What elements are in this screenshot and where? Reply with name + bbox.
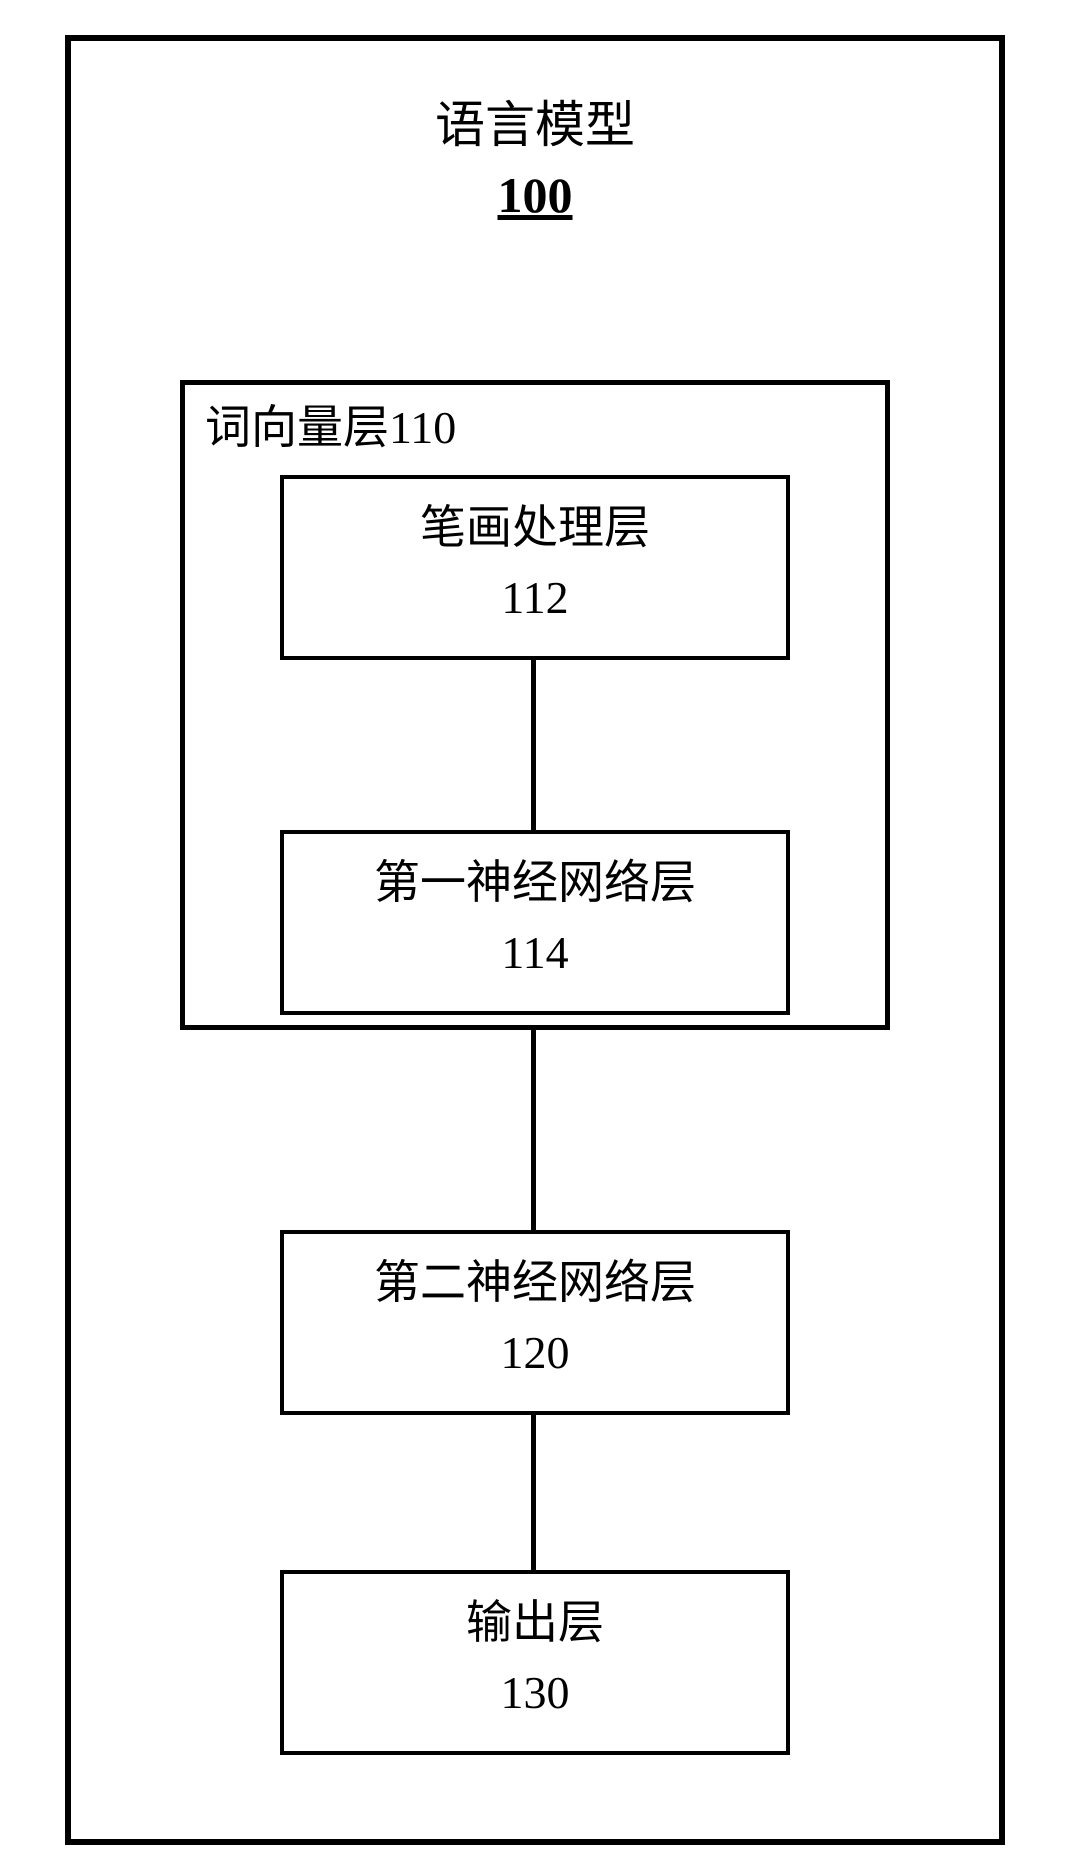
node-first-nn-title: 第一神经网络层	[280, 855, 790, 910]
node-second-nn-title: 第二神经网络层	[280, 1255, 790, 1310]
outer-ref: 100	[65, 165, 1005, 225]
edge-group-120	[531, 1030, 536, 1230]
edge-112-114	[531, 660, 536, 830]
node-output-title: 输出层	[280, 1595, 790, 1650]
edge-120-130	[531, 1415, 536, 1570]
node-first-nn-ref: 114	[280, 925, 790, 980]
node-stroke-layer-title: 笔画处理层	[280, 500, 790, 555]
outer-title: 语言模型	[65, 95, 1005, 155]
node-second-nn-ref: 120	[280, 1325, 790, 1380]
group-word-vector-label: 词向量层110	[205, 400, 456, 455]
node-output-ref: 130	[280, 1665, 790, 1720]
node-stroke-layer-ref: 112	[280, 570, 790, 625]
